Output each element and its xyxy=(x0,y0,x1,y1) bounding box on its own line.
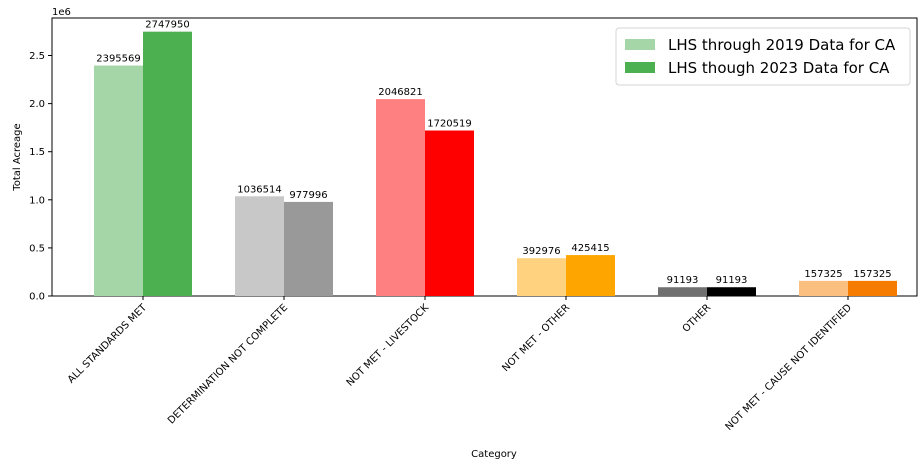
legend: LHS through 2019 Data for CA LHS though 2… xyxy=(615,27,911,86)
legend-swatch xyxy=(625,62,655,73)
data-label: 157325 xyxy=(853,269,891,280)
data-label: 425415 xyxy=(571,243,609,254)
data-label: 977996 xyxy=(289,190,327,201)
data-label: 2747950 xyxy=(145,20,190,31)
x-tick-label: ALL STANDARDS MET xyxy=(66,302,150,386)
data-label: 157325 xyxy=(804,269,842,280)
y-tick-label: 2.0 xyxy=(29,99,45,110)
bar-2-3 xyxy=(425,130,474,296)
legend-box xyxy=(615,27,911,86)
y-offset-text: 1e6 xyxy=(52,7,71,18)
data-label: 1036514 xyxy=(237,184,282,195)
bar-2-6 xyxy=(848,280,897,296)
bar-2-1 xyxy=(143,31,192,296)
data-labels: 2395569 1036514 2046821 392976 91193 157325 27… xyxy=(96,20,891,287)
plot-frame xyxy=(51,17,918,297)
bar-2-4 xyxy=(566,255,615,296)
legend-swatch xyxy=(625,39,655,50)
bar-2-2 xyxy=(284,201,333,296)
bar-1-2 xyxy=(235,196,284,296)
data-label: 91193 xyxy=(667,275,699,286)
y-tick-label: 2.5 xyxy=(29,51,45,62)
y-tick-label: 1.0 xyxy=(29,195,45,206)
data-label: 91193 xyxy=(716,275,748,286)
data-label: 2395569 xyxy=(96,54,141,65)
x-tick-label: DETERMINATION NOT COMPLETE xyxy=(166,302,290,426)
x-tick-label: OTHER xyxy=(681,302,713,334)
axes-frame xyxy=(51,17,918,297)
legend-label: LHS through 2019 Data for CA xyxy=(668,36,896,54)
bar-1-1 xyxy=(94,65,143,296)
bar-2-5 xyxy=(707,287,756,296)
x-tick-label: NOT MET - CAUSE NOT IDENTIFIED xyxy=(724,302,855,433)
bar-1-5 xyxy=(658,287,707,296)
x-tick-label: NOT MET - LIVESTOCK xyxy=(345,302,432,389)
y-tick-label: 0.0 xyxy=(29,292,45,303)
y-axis-title: Total Acreage xyxy=(12,123,23,191)
data-label: 2046821 xyxy=(378,87,423,98)
bars xyxy=(94,31,897,296)
x-axis: ALL STANDARDS MET DETERMINATION NOT COMPL… xyxy=(66,296,854,433)
bar-1-4 xyxy=(517,258,566,296)
y-tick-label: 0.5 xyxy=(29,243,45,254)
bar-1-6 xyxy=(799,280,848,296)
y-tick-label: 1.5 xyxy=(29,147,45,158)
data-label: 392976 xyxy=(522,246,560,257)
bar-1-3 xyxy=(376,99,425,296)
data-label: 1720519 xyxy=(427,118,472,129)
x-axis-title: Category xyxy=(471,449,517,460)
y-axis: 0.0 0.5 1.0 1.5 2.0 2.5 xyxy=(29,51,52,303)
x-tick-label: NOT MET - OTHER xyxy=(500,302,572,374)
legend-label: LHS though 2023 Data for CA xyxy=(668,59,890,77)
